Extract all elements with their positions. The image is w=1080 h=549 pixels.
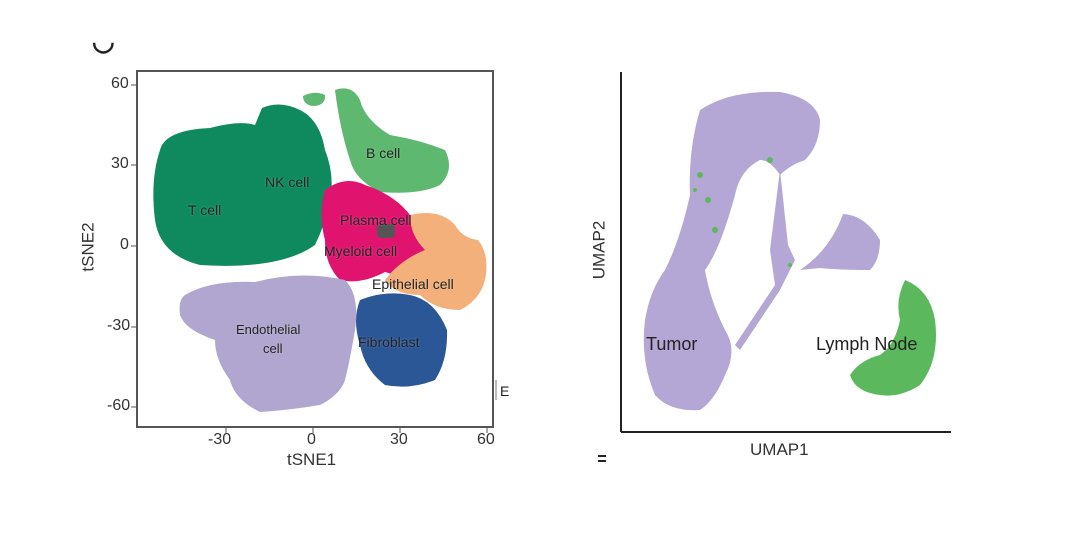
cut-off-text: E [500,383,510,399]
label-b-cell: B cell [366,145,401,161]
tsne-x-axis-label: tSNE1 [287,450,337,469]
label-plasma-cell: Plasma cell [340,212,412,228]
panel-mark [598,455,606,457]
panel-letter: ◡ [92,26,115,56]
x-tick-30: 30 [390,431,408,448]
y-tick-30: 30 [111,155,129,172]
x-tick-60: 60 [477,431,495,448]
tsne-y-axis-label: tSNE2 [78,222,98,272]
label-endothelial: Endothelial [236,322,301,337]
x-tick-0: 0 [307,431,316,448]
label-t-cell: T cell [188,202,222,218]
label-epithelial-cell: Epithelial cell [372,276,454,292]
label-lymph-node: Lymph Node [816,334,918,354]
panel-mark-2 [598,460,606,462]
label-fibroblast: Fibroblast [358,334,420,350]
y-tick-60: 60 [111,75,129,92]
x-tick-neg30: -30 [208,431,232,448]
label-myeloid-cell: Myeloid cell [324,243,398,259]
umap-y-axis-label: UMAP2 [589,220,609,280]
umap-x-axis-label: UMAP1 [750,440,809,459]
label-nk-cell: NK cell [265,174,310,190]
y-tick-neg60: -60 [107,397,131,414]
y-tick-0: 0 [120,236,129,253]
label-tumor: Tumor [646,334,698,354]
y-tick-neg30: -30 [107,317,131,334]
label-endothelial-cell: cell [263,341,283,356]
